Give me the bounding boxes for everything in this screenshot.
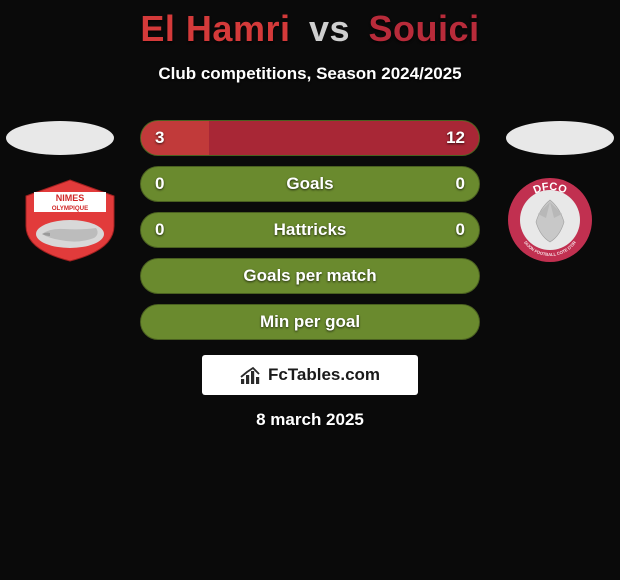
brand-box[interactable]: FcTables.com bbox=[202, 355, 418, 395]
stat-value-left: 0 bbox=[155, 174, 164, 194]
stat-bar: 00Goals bbox=[140, 166, 480, 202]
player1-name: El Hamri bbox=[140, 8, 290, 49]
brand-text: FcTables.com bbox=[268, 365, 380, 385]
date-label: 8 march 2025 bbox=[0, 410, 620, 430]
vs-label: vs bbox=[309, 8, 350, 49]
club-badge-left: NIMES OLYMPIQUE bbox=[20, 178, 120, 263]
stat-bar: Goals per match bbox=[140, 258, 480, 294]
stat-value-right: 0 bbox=[456, 174, 465, 194]
comparison-title: El Hamri vs Souici bbox=[0, 0, 620, 50]
stat-fill-left bbox=[141, 121, 209, 155]
stat-value-left: 3 bbox=[155, 128, 164, 148]
stat-rows: 312Matches00Goals00HattricksGoals per ma… bbox=[140, 120, 480, 350]
stat-bar: Min per goal bbox=[140, 304, 480, 340]
stat-bar: 312Matches bbox=[140, 120, 480, 156]
stat-bar: 00Hattricks bbox=[140, 212, 480, 248]
player1-silhouette bbox=[6, 121, 114, 155]
svg-text:OLYMPIQUE: OLYMPIQUE bbox=[52, 205, 89, 212]
player2-name: Souici bbox=[369, 8, 480, 49]
player2-silhouette bbox=[506, 121, 614, 155]
stat-value-left: 0 bbox=[155, 220, 164, 240]
stat-value-right: 12 bbox=[446, 128, 465, 148]
stat-value-right: 0 bbox=[456, 220, 465, 240]
stat-fill-right bbox=[209, 121, 479, 155]
svg-text:NIMES: NIMES bbox=[56, 193, 85, 203]
club-badge-right: DFCO DIJON FOOTBALL COTE D'OR bbox=[500, 178, 600, 263]
fctables-logo-icon bbox=[240, 366, 262, 384]
subtitle: Club competitions, Season 2024/2025 bbox=[0, 64, 620, 84]
